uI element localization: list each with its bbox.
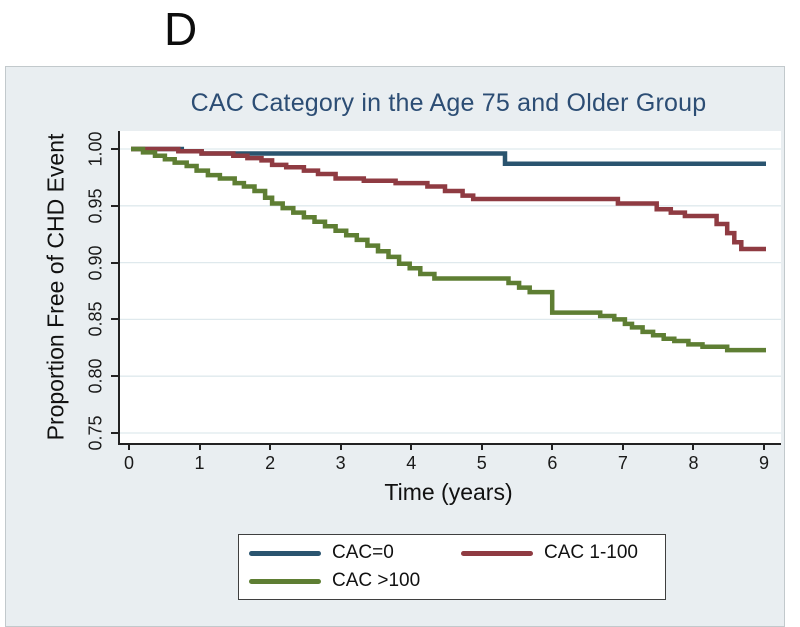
panel-label: D xyxy=(164,3,198,55)
x-tick-label: 4 xyxy=(406,453,417,473)
y-tick-mark xyxy=(111,375,118,378)
legend-box: CAC=0 CAC 1-100 CAC >100 xyxy=(238,534,666,600)
legend-label: CAC 1-100 xyxy=(544,542,638,563)
x-tick-mark xyxy=(551,443,554,450)
x-tick-mark xyxy=(692,443,695,450)
figure-area: CAC Category in the Age 75 and Older Gro… xyxy=(5,66,785,627)
chart-title: CAC Category in the Age 75 and Older Gro… xyxy=(190,89,707,117)
y-tick-label: 0.80 xyxy=(85,358,106,394)
series-curve-cac-100 xyxy=(131,146,766,353)
y-tick-label: 1.00 xyxy=(85,131,106,167)
x-tick-label: 1 xyxy=(194,453,205,473)
y-tick-mark xyxy=(111,318,118,321)
x-tick-label: 0 xyxy=(123,453,135,473)
x-tick-mark xyxy=(763,443,766,450)
legend-label: CAC=0 xyxy=(332,542,394,563)
x-tick-label: 3 xyxy=(335,453,346,473)
survival-curves-svg xyxy=(120,146,781,434)
y-tick-label: 0.85 xyxy=(85,301,106,337)
x-tick-mark xyxy=(410,443,413,450)
x-tick-mark xyxy=(339,443,342,450)
x-tick-mark xyxy=(128,443,130,450)
legend-line-swatch xyxy=(249,550,321,556)
legend-line-swatch xyxy=(461,550,533,556)
legend-item: CAC >100 xyxy=(249,570,461,592)
y-axis-label: Proportion Free of CHD Event xyxy=(42,133,69,441)
y-tick-label: 0.95 xyxy=(85,188,106,224)
y-tick-label: 0.90 xyxy=(85,245,106,281)
legend-label: CAC >100 xyxy=(332,570,421,591)
y-tick-mark xyxy=(111,261,118,264)
series-curve-cac-0 xyxy=(131,146,766,167)
y-tick-label: 0.75 xyxy=(85,415,106,451)
x-tick-mark xyxy=(621,443,624,450)
legend-item: CAC=0 xyxy=(249,542,461,564)
legend-item: CAC 1-100 xyxy=(461,542,655,564)
x-tick-mark xyxy=(480,443,483,450)
x-tick-label: 9 xyxy=(759,453,770,473)
x-tick-label: 8 xyxy=(688,453,699,473)
plot-area xyxy=(118,131,781,445)
series-curve-cac-1-100 xyxy=(131,146,766,252)
x-tick-mark xyxy=(269,443,272,450)
x-tick-label: 5 xyxy=(476,453,487,473)
x-tick-label: 2 xyxy=(265,453,276,473)
y-tick-mark xyxy=(111,204,118,207)
x-axis-label: Time (years) xyxy=(384,479,513,505)
x-tick-mark xyxy=(198,443,201,450)
y-tick-mark xyxy=(111,148,118,150)
y-tick-mark xyxy=(111,432,118,434)
x-tick-label: 7 xyxy=(617,453,628,473)
x-tick-label: 6 xyxy=(547,453,558,473)
legend-line-swatch xyxy=(249,578,321,584)
